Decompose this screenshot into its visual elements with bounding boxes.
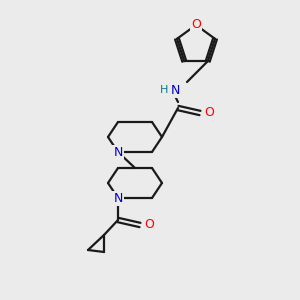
- Text: N: N: [113, 146, 123, 158]
- Text: O: O: [204, 106, 214, 119]
- Text: N: N: [113, 191, 123, 205]
- Text: O: O: [144, 218, 154, 232]
- Text: O: O: [191, 19, 201, 32]
- Text: N: N: [170, 83, 180, 97]
- Text: H: H: [160, 85, 168, 95]
